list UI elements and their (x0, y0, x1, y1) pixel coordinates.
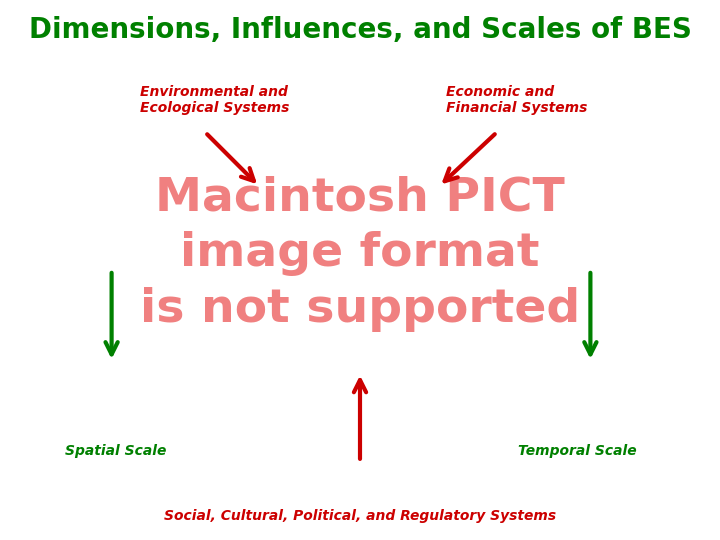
Text: Social, Cultural, Political, and Regulatory Systems: Social, Cultural, Political, and Regulat… (164, 509, 556, 523)
Text: Dimensions, Influences, and Scales of BES: Dimensions, Influences, and Scales of BE… (29, 16, 691, 44)
Text: Macintosh PICT
image format
is not supported: Macintosh PICT image format is not suppo… (140, 176, 580, 332)
Text: Temporal Scale: Temporal Scale (518, 444, 637, 458)
Text: Economic and
Financial Systems: Economic and Financial Systems (446, 85, 588, 115)
Text: Environmental and
Ecological Systems: Environmental and Ecological Systems (140, 85, 289, 115)
Text: Spatial Scale: Spatial Scale (65, 444, 166, 458)
